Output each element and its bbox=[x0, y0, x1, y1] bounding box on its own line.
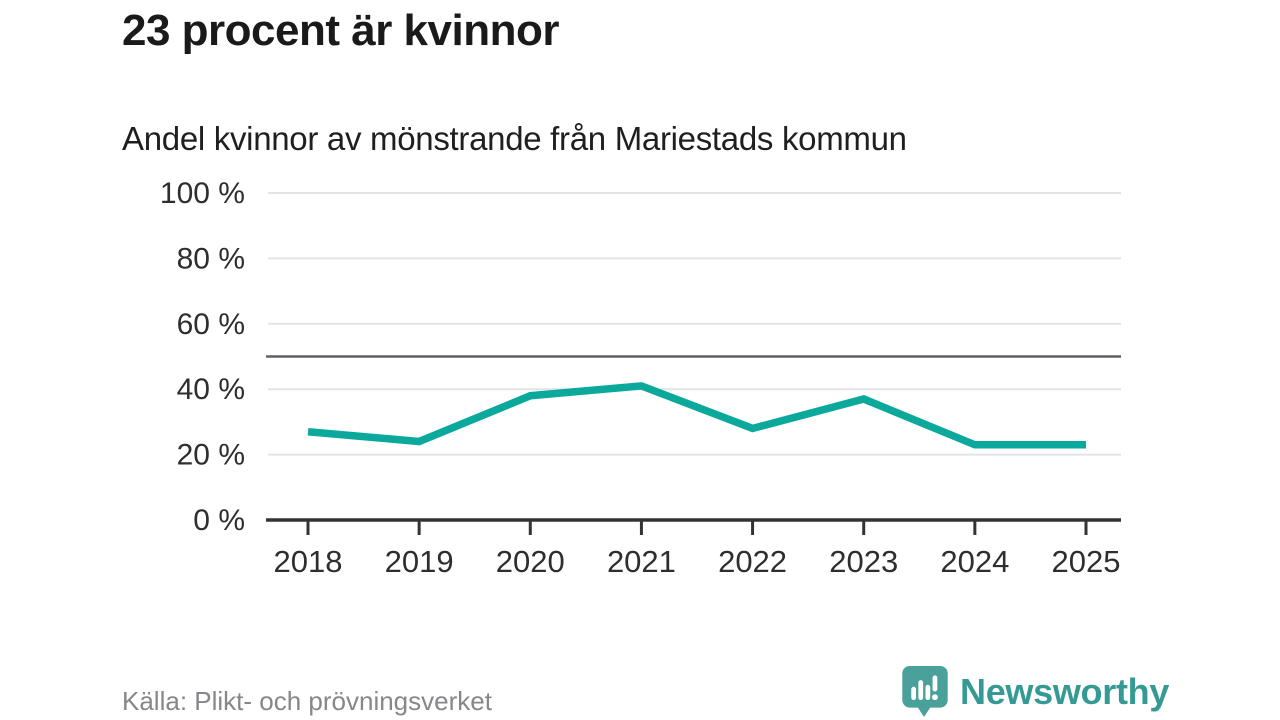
y-tick-label-0: 0 % bbox=[193, 504, 245, 537]
page-title: 23 procent är kvinnor bbox=[122, 6, 559, 55]
brand-logo: Newsworthy bbox=[901, 665, 1169, 718]
x-tick-label-2018: 2018 bbox=[274, 544, 343, 579]
source-note: Källa: Plikt- och prövningsverket bbox=[122, 686, 492, 716]
x-tick-label-2020: 2020 bbox=[496, 544, 565, 579]
chart-subtitle: Andel kvinnor av mönstrande från Mariest… bbox=[122, 120, 907, 157]
x-tick-label-2021: 2021 bbox=[607, 544, 676, 579]
x-tick-label-2024: 2024 bbox=[940, 544, 1009, 579]
y-tick-label-40: 40 % bbox=[177, 373, 245, 406]
newsworthy-bubble-chart-icon bbox=[902, 665, 948, 718]
x-tick-label-2022: 2022 bbox=[718, 544, 787, 579]
y-tick-label-100: 100 % bbox=[160, 177, 245, 210]
x-tick-label-2025: 2025 bbox=[1052, 544, 1121, 579]
data-line-0 bbox=[307, 382, 1086, 449]
x-tick-label-2019: 2019 bbox=[385, 544, 454, 579]
brand-wordmark: Newsworthy bbox=[960, 670, 1170, 712]
y-tick-label-80: 80 % bbox=[177, 242, 245, 275]
x-tick-label-2023: 2023 bbox=[829, 544, 898, 579]
y-tick-label-60: 60 % bbox=[177, 308, 245, 341]
y-tick-label-20: 20 % bbox=[177, 439, 245, 472]
